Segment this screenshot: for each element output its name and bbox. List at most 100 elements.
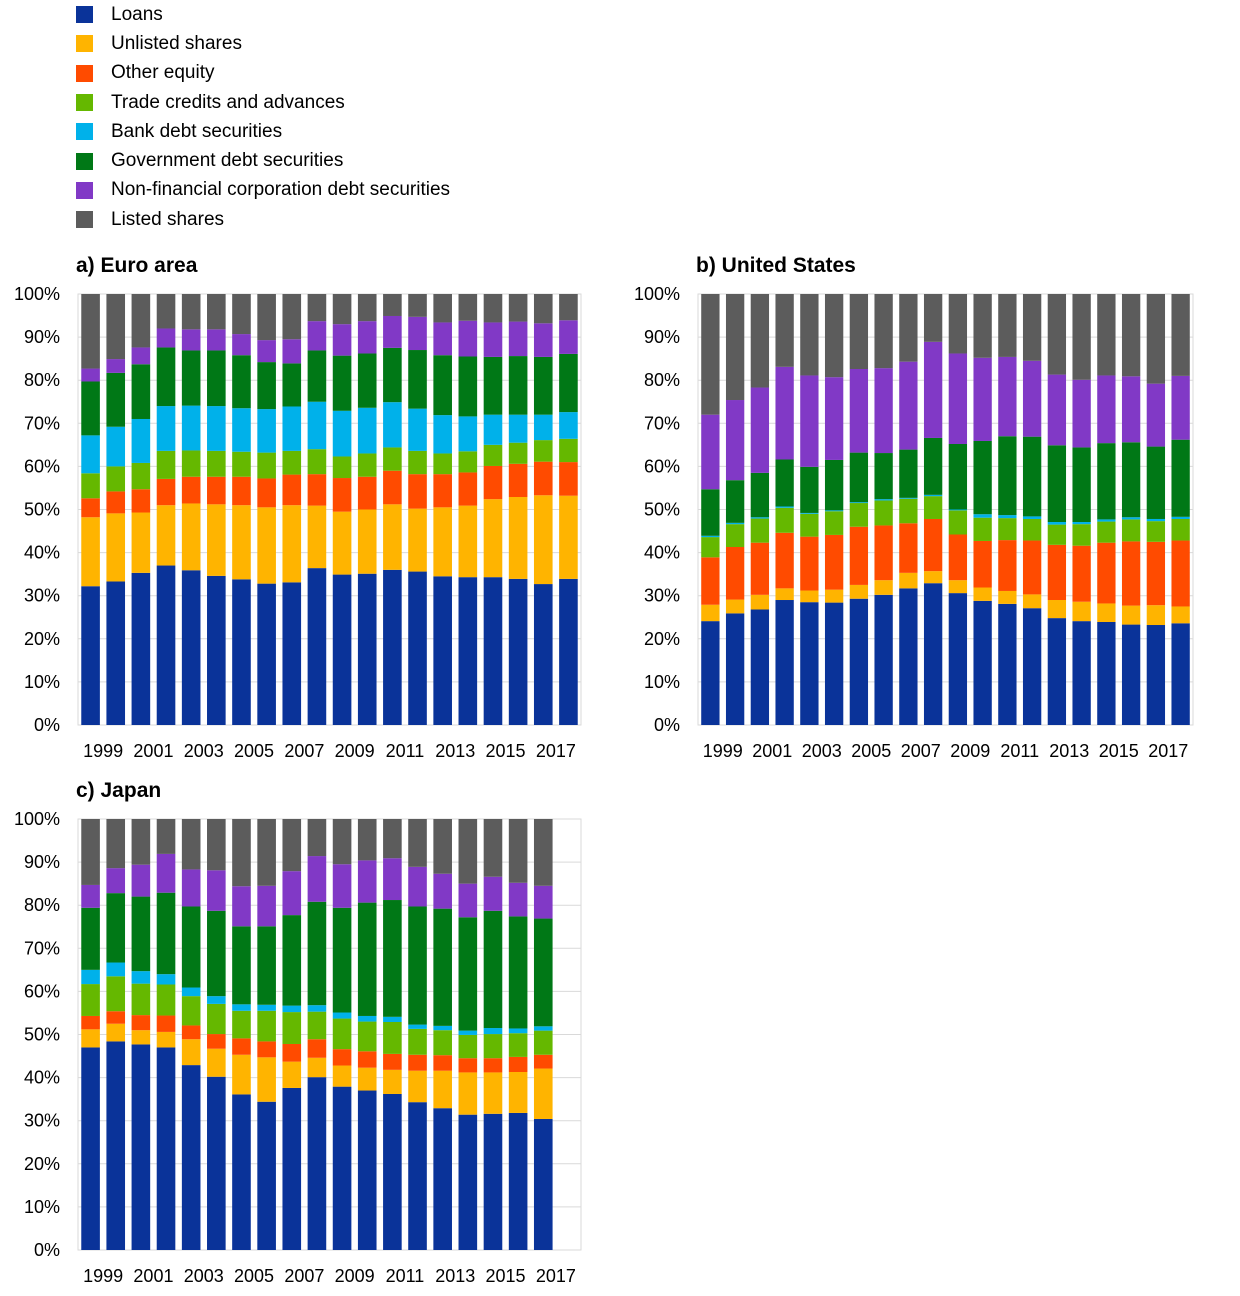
panel-2-bar-unlisted-shares-2000 xyxy=(725,599,745,614)
panel-2-bar-government-debt-securities-2010 xyxy=(973,440,992,515)
panel-2-bar-listed-shares-2014 xyxy=(1072,294,1091,380)
legend-swatch-nfc-debt-securities xyxy=(76,181,93,199)
panel-1-bar-bank-debt-securities-2004 xyxy=(207,406,226,451)
panel-1-y-tick-label: 30% xyxy=(24,586,60,606)
panel-3-y-tick-label: 90% xyxy=(24,852,60,872)
panel-2-bar-listed-shares-2011 xyxy=(998,294,1017,357)
panel-3-bar-trade-credits-and-advances-2017 xyxy=(533,1030,553,1055)
panel-2-title: b) United States xyxy=(696,254,856,277)
panel-3-bar-bank-debt-securities-2000 xyxy=(106,962,126,977)
panel-2-bar-government-debt-securities-2003 xyxy=(800,466,819,513)
panel-3-bar-government-debt-securities-2016 xyxy=(508,916,528,1029)
panel-1-bar-government-debt-securities-2009 xyxy=(332,355,352,411)
panel-2-bar-loans-2011 xyxy=(998,603,1017,725)
panel-2-bar-bank-debt-securities-2008 xyxy=(923,494,943,497)
panel-3-bar-unlisted-shares-2012 xyxy=(408,1070,427,1103)
panel-2-bar-trade-credits-and-advances-2010 xyxy=(973,517,992,541)
panel-3-bar-trade-credits-and-advances-2007 xyxy=(282,1012,302,1044)
panel-3-bar-bank-debt-securities-2005 xyxy=(232,1004,251,1011)
panel-3-bar-trade-credits-and-advances-2003 xyxy=(181,996,201,1026)
panel-2-bar-bank-debt-securities-2014 xyxy=(1072,521,1091,525)
panel-1-bar-unlisted-shares-2002 xyxy=(156,505,176,566)
legend-item-loans: Loans xyxy=(76,0,450,29)
panel-3-y-tick-label: 60% xyxy=(24,981,60,1001)
panel-1-bar-bank-debt-securities-2001 xyxy=(131,418,151,463)
panel-3-bar-government-debt-securities-2006 xyxy=(257,926,276,1005)
panel-1-y-tick-label: 10% xyxy=(24,672,60,692)
panel-3-y-tick-label: 0% xyxy=(34,1240,60,1260)
panel-2-bar-government-debt-securities-2014 xyxy=(1072,447,1091,522)
panel-3-y-tick-label: 30% xyxy=(24,1111,60,1131)
panel-2-bar-other-equity-2008 xyxy=(923,518,943,572)
panel-2-bar-government-debt-securities-2000 xyxy=(725,480,745,523)
panel-1-bar-listed-shares-2010 xyxy=(357,294,377,322)
legend-item-trade-credits: Trade credits and advances xyxy=(76,88,450,117)
panel-1-bar-bank-debt-securities-2008 xyxy=(307,401,327,450)
panel-3-bar-trade-credits-and-advances-2009 xyxy=(332,1018,352,1050)
panel-1-bar-listed-shares-2008 xyxy=(307,294,327,322)
panel-1-bar-non-financial-corporation-debt-securities-2009 xyxy=(332,324,352,356)
legend-label-trade-credits: Trade credits and advances xyxy=(111,91,345,113)
panel-1-bar-unlisted-shares-2011 xyxy=(383,504,402,570)
panel-2-bar-government-debt-securities-2007 xyxy=(899,449,918,498)
panel-2-bar-loans-2007 xyxy=(899,588,918,725)
panel-2-bar-other-equity-2018 xyxy=(1171,540,1190,607)
panel-2-bar-other-equity-2012 xyxy=(1022,540,1042,595)
panel-2-bar-non-financial-corporation-debt-securities-2009 xyxy=(948,353,968,444)
panel-1-bar-government-debt-securities-2018 xyxy=(559,353,578,413)
panel-3-bar-non-financial-corporation-debt-securities-2003 xyxy=(181,869,201,907)
panel-2-bar-government-debt-securities-2015 xyxy=(1097,443,1116,520)
panel-1-x-tick-label: 2015 xyxy=(486,741,526,761)
panel-3-x-tick-label: 2017 xyxy=(536,1266,576,1286)
panel-2-bar-unlisted-shares-2006 xyxy=(874,580,893,595)
panel-1-bar-other-equity-2016 xyxy=(508,463,528,498)
panel-1-bar-non-financial-corporation-debt-securities-2018 xyxy=(559,320,578,354)
panel-2-y-tick-label: 70% xyxy=(644,413,680,433)
panel-2-bar-trade-credits-and-advances-2017 xyxy=(1146,521,1166,542)
panel-1-bar-government-debt-securities-2004 xyxy=(207,350,226,407)
panel-2-bar-unlisted-shares-2009 xyxy=(948,580,968,594)
panel-1-bar-non-financial-corporation-debt-securities-2002 xyxy=(156,328,176,348)
panel-2-bar-bank-debt-securities-2002 xyxy=(775,506,794,508)
panel-3-bar-non-financial-corporation-debt-securities-2001 xyxy=(131,864,151,897)
panel-1-bar-government-debt-securities-2000 xyxy=(106,372,126,427)
panel-3-bar-trade-credits-and-advances-1999 xyxy=(81,984,100,1016)
panel-2-bar-non-financial-corporation-debt-securities-2013 xyxy=(1047,374,1067,446)
panel-3-bar-other-equity-1999 xyxy=(81,1015,100,1030)
panel-3-x-tick-label: 2009 xyxy=(335,1266,375,1286)
panel-3-bar-trade-credits-and-advances-2002 xyxy=(156,984,176,1016)
panel-3-bar-bank-debt-securities-2010 xyxy=(357,1015,377,1022)
panel-3-bar-loans-2014 xyxy=(458,1114,478,1250)
panel-2-bar-unlisted-shares-2013 xyxy=(1047,600,1067,619)
panel-3-bar-listed-shares-2015 xyxy=(483,819,503,877)
panel-2-bar-unlisted-shares-2002 xyxy=(775,588,794,601)
panel-1-bar-non-financial-corporation-debt-securities-2001 xyxy=(131,347,151,365)
panel-1-bar-unlisted-shares-2007 xyxy=(282,505,302,583)
panel-3-bar-trade-credits-and-advances-2005 xyxy=(232,1010,251,1039)
panel-1-x-tick-label: 1999 xyxy=(83,741,123,761)
panel-3-bar-government-debt-securities-2005 xyxy=(232,926,251,1005)
panel-1-bar-listed-shares-2015 xyxy=(483,294,503,323)
panel-3-bar-government-debt-securities-2014 xyxy=(458,917,478,1031)
panel-2-bar-non-financial-corporation-debt-securities-2002 xyxy=(775,366,794,460)
panel-2-bar-bank-debt-securities-2016 xyxy=(1121,517,1141,520)
panel-2-bar-trade-credits-and-advances-2001 xyxy=(750,518,770,543)
panel-2-bar-non-financial-corporation-debt-securities-2011 xyxy=(998,356,1017,437)
panel-1-bar-non-financial-corporation-debt-securities-2005 xyxy=(232,334,251,356)
panel-1-bar-trade-credits-and-advances-2010 xyxy=(357,453,377,477)
panel-3-bar-listed-shares-2005 xyxy=(232,819,251,887)
panel-1-x-tick-label: 2005 xyxy=(234,741,274,761)
panel-1-bar-listed-shares-2004 xyxy=(207,294,226,330)
panel-3-bar-other-equity-2005 xyxy=(232,1038,251,1055)
panel-2-bar-trade-credits-and-advances-1999 xyxy=(701,537,720,558)
panel-2-bar-trade-credits-and-advances-2012 xyxy=(1022,518,1042,541)
panel-1-bar-bank-debt-securities-2000 xyxy=(106,426,126,467)
panel-3-bar-other-equity-2016 xyxy=(508,1056,528,1072)
panel-2-x-tick-label: 2013 xyxy=(1049,741,1089,761)
panel-2-bar-unlisted-shares-2017 xyxy=(1146,605,1166,626)
panel-1-bar-loans-2000 xyxy=(106,581,126,725)
panel-2-bar-other-equity-2000 xyxy=(725,546,745,600)
panel-1-bar-government-debt-securities-1999 xyxy=(81,381,100,436)
panel-1-bar-listed-shares-2003 xyxy=(181,294,201,330)
legend-item-bank-debt-securities: Bank debt securities xyxy=(76,117,450,146)
